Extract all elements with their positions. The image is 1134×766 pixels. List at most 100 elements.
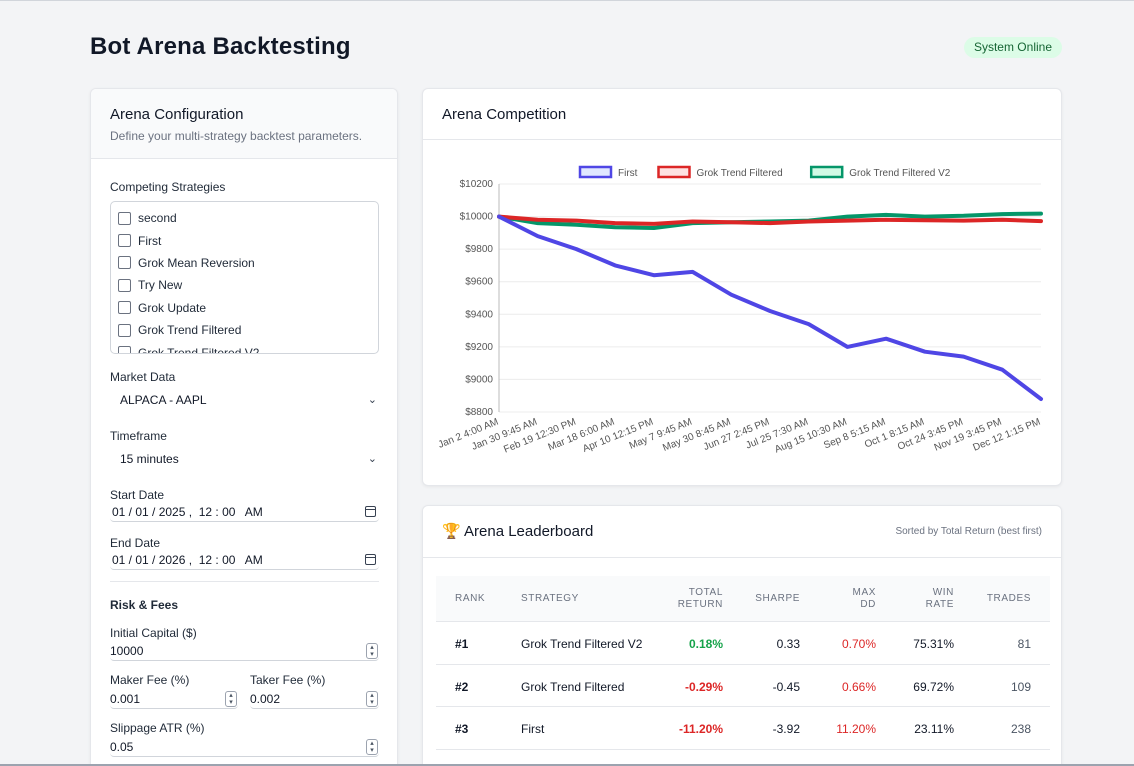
checkbox[interactable] bbox=[118, 301, 131, 315]
page-header: Bot Arena Backtesting System Online bbox=[90, 33, 1062, 63]
col-total-return-line2: RETURN bbox=[677, 599, 723, 610]
start-date-input[interactable]: 01 / 01 / 2025 , 12 : 00 AM bbox=[110, 502, 379, 522]
spinner-icon[interactable]: ▴ ▾ bbox=[225, 691, 237, 707]
taker-fee-input[interactable]: 0.002 ▴ ▾ bbox=[250, 689, 379, 709]
end-date-input[interactable]: 01 / 01 / 2026 , 12 : 00 AM bbox=[110, 550, 379, 570]
col-total-return: TOTAL RETURN bbox=[666, 587, 723, 611]
spinner-icon[interactable]: ▴ ▾ bbox=[366, 643, 378, 659]
calendar-icon[interactable] bbox=[365, 554, 376, 565]
strategy-option-label: second bbox=[138, 211, 177, 226]
market-data-select[interactable]: ALPACA - AAPL ⌄ bbox=[110, 389, 379, 411]
start-date-label: Start Date bbox=[110, 488, 165, 502]
top-border bbox=[0, 0, 1134, 1]
strategy-option[interactable]: Grok Trend Filtered V2 bbox=[111, 341, 378, 353]
end-date-value: 01 / 01 / 2026 , 12 : 00 AM bbox=[112, 553, 263, 567]
col-win-rate-line2: RATE bbox=[925, 599, 954, 610]
initial-capital-input[interactable]: 10000 ▴ ▾ bbox=[110, 641, 379, 661]
chevron-down-icon: ⌄ bbox=[367, 394, 377, 406]
strategy-option[interactable]: Try New bbox=[111, 274, 378, 296]
end-date-label: End Date bbox=[110, 536, 161, 550]
checkbox[interactable] bbox=[118, 323, 131, 337]
return-cell: -11.20% bbox=[678, 722, 723, 737]
slippage-input[interactable]: 0.05 ▴ ▾ bbox=[110, 737, 379, 757]
table-header: RANK STRATEGY TOTAL RETURN SHARPE MAX DD W… bbox=[436, 576, 1050, 622]
trades-cell: 238 bbox=[1010, 722, 1031, 737]
trades-cell: 81 bbox=[1017, 637, 1031, 651]
arena-competition-panel: Arena Competition $10200 $10000 $9800 $9600… bbox=[422, 88, 1062, 486]
col-rank: RANK bbox=[455, 593, 486, 604]
series-line bbox=[497, 214, 1043, 226]
config-title: Arena Configuration bbox=[110, 106, 244, 123]
strategy-option[interactable]: Grok Update bbox=[111, 297, 378, 319]
checkbox[interactable] bbox=[118, 278, 131, 292]
strategy-option[interactable]: Grok Mean Reversion bbox=[111, 252, 378, 274]
table-row[interactable]: #2 Grok Trend Filtered -0.29% -0.45 0.66… bbox=[436, 665, 1050, 708]
section-divider bbox=[110, 581, 379, 582]
checkbox[interactable] bbox=[118, 211, 131, 225]
strategy-option-label: Try New bbox=[138, 278, 183, 293]
strategy-option-label: Grok Trend Filtered bbox=[138, 323, 242, 338]
sharpe-cell: 0.33 bbox=[776, 637, 800, 651]
spinner-icon[interactable]: ▴ ▾ bbox=[366, 739, 378, 755]
page-title: Bot Arena Backtesting bbox=[90, 33, 351, 60]
config-subtitle: Define your multi-strategy backtest para… bbox=[110, 129, 363, 143]
status-badge: System Online bbox=[963, 37, 1062, 58]
return-cell: -0.29% bbox=[684, 679, 723, 694]
y-tick-label: $9600 bbox=[465, 277, 493, 288]
rank-cell: #3 bbox=[455, 722, 469, 737]
trades-cell: 109 bbox=[1010, 679, 1031, 694]
col-sharpe: SHARPE bbox=[755, 593, 800, 604]
col-trades: TRADES bbox=[986, 593, 1031, 604]
col-max-dd-line1: MAX bbox=[852, 587, 876, 598]
maxdd-cell: 0.66% bbox=[841, 679, 876, 694]
timeframe-value: 15 minutes bbox=[120, 452, 179, 466]
leaderboard-title: 🏆 Arena Leaderboard bbox=[442, 523, 594, 540]
strategies-label: Competing Strategies bbox=[110, 180, 226, 194]
strategy-option[interactable]: second bbox=[111, 207, 378, 229]
y-tick-label: $8800 bbox=[465, 407, 493, 418]
checkbox[interactable] bbox=[118, 346, 131, 353]
sharpe-cell: -3.92 bbox=[772, 722, 800, 737]
leaderboard-header: 🏆 Arena Leaderboard Sorted by Total Retu… bbox=[423, 506, 1061, 558]
col-max-dd-line2: DD bbox=[860, 599, 876, 610]
maker-fee-input[interactable]: 0.001 ▴ ▾ bbox=[110, 689, 238, 709]
initial-capital-label: Initial Capital ($) bbox=[110, 626, 197, 640]
arena-configuration-panel: Arena Configuration Define your multi-st… bbox=[90, 88, 398, 766]
table-row[interactable]: #3 First -11.20% -3.92 11.20% 23.11% 238 bbox=[436, 707, 1050, 750]
legend-label: Grok Trend Filtered bbox=[697, 168, 783, 179]
arena-leaderboard-panel: 🏆 Arena Leaderboard Sorted by Total Retu… bbox=[422, 505, 1062, 766]
table-row[interactable]: #1 Grok Trend Filtered V2 0.18% 0.33 0.7… bbox=[436, 622, 1050, 665]
maker-fee-label: Maker Fee (%) bbox=[110, 673, 190, 687]
leaderboard-table: RANK STRATEGY TOTAL RETURN SHARPE MAX DD W… bbox=[436, 576, 1050, 750]
rank-cell: #2 bbox=[455, 679, 469, 694]
y-tick-label: $10000 bbox=[460, 212, 494, 223]
series-line bbox=[497, 214, 1043, 401]
checkbox[interactable] bbox=[118, 234, 131, 248]
maxdd-cell: 11.20% bbox=[836, 722, 876, 737]
slippage-label: Slippage ATR (%) bbox=[110, 721, 205, 735]
strategy-option-label: Grok Mean Reversion bbox=[138, 255, 255, 270]
col-win-rate-line1: WIN bbox=[932, 587, 954, 598]
y-tick-label: $9800 bbox=[465, 244, 493, 255]
strategy-option[interactable]: First bbox=[111, 229, 378, 251]
spinner-icon[interactable]: ▴ ▾ bbox=[366, 691, 378, 707]
maxdd-cell: 0.70% bbox=[841, 637, 876, 651]
legend-swatch bbox=[809, 165, 844, 179]
rank-cell: #1 bbox=[455, 637, 469, 651]
strategy-list[interactable]: second First Grok Mean Reversion Try New… bbox=[110, 201, 379, 354]
calendar-icon[interactable] bbox=[365, 506, 376, 517]
legend-label: First bbox=[618, 168, 638, 179]
y-tick-label: $9000 bbox=[465, 374, 493, 385]
col-total-return-line1: TOTAL bbox=[688, 587, 723, 598]
taker-fee-label: Taker Fee (%) bbox=[250, 673, 326, 687]
timeframe-select[interactable]: 15 minutes ⌄ bbox=[110, 448, 379, 470]
checkbox[interactable] bbox=[118, 256, 131, 270]
risk-fees-heading: Risk & Fees bbox=[110, 598, 179, 612]
strategy-option[interactable]: Grok Trend Filtered bbox=[111, 319, 378, 341]
y-tick-label: $9400 bbox=[465, 309, 493, 320]
slippage-value: 0.05 bbox=[110, 740, 134, 754]
strategy-cell: Grok Trend Filtered bbox=[521, 679, 625, 694]
y-tick-label: $9200 bbox=[465, 342, 493, 353]
sharpe-cell: -0.45 bbox=[772, 679, 800, 694]
competition-title: Arena Competition bbox=[423, 89, 1061, 140]
